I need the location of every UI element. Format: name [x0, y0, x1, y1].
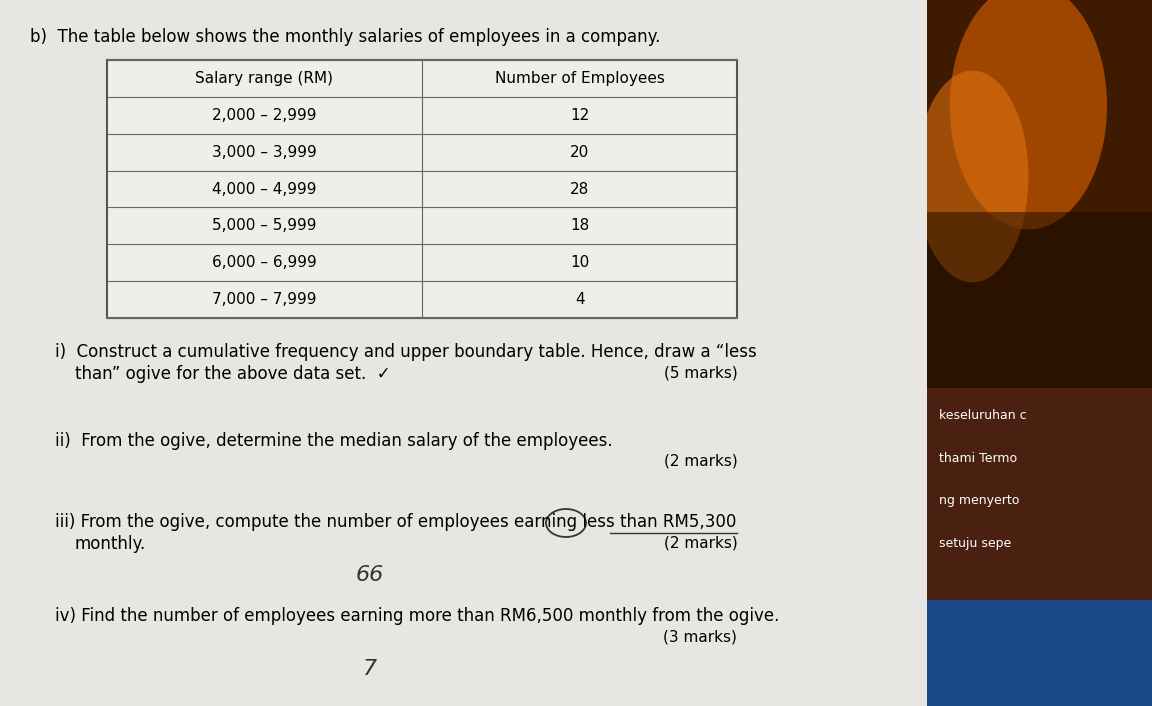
- Text: ng menyerto: ng menyerto: [939, 494, 1020, 507]
- Text: setuju sepe: setuju sepe: [939, 537, 1010, 549]
- Text: 6,000 – 6,999: 6,000 – 6,999: [212, 255, 317, 270]
- Text: Number of Employees: Number of Employees: [494, 71, 665, 86]
- Ellipse shape: [949, 0, 1107, 229]
- Text: (2 marks): (2 marks): [664, 454, 737, 469]
- Text: 2,000 – 2,999: 2,000 – 2,999: [212, 108, 317, 123]
- Bar: [107, 60, 737, 318]
- Bar: [927, 388, 1152, 600]
- Text: (5 marks): (5 marks): [664, 365, 737, 380]
- Text: 10: 10: [570, 255, 589, 270]
- Text: b)  The table below shows the monthly salaries of employees in a company.: b) The table below shows the monthly sal…: [30, 28, 660, 46]
- Text: (2 marks): (2 marks): [664, 535, 737, 550]
- Text: 5,000 – 5,999: 5,000 – 5,999: [212, 218, 317, 234]
- Bar: [927, 600, 1152, 706]
- Text: 4: 4: [575, 292, 584, 307]
- Text: iii) From the ogive, compute the number of employees earning less than RM5,300: iii) From the ogive, compute the number …: [55, 513, 736, 531]
- Text: 3,000 – 3,999: 3,000 – 3,999: [212, 145, 317, 160]
- Ellipse shape: [916, 71, 1029, 282]
- Text: than” ogive for the above data set.  ✓: than” ogive for the above data set. ✓: [75, 365, 391, 383]
- Text: 20: 20: [570, 145, 589, 160]
- Bar: [927, 0, 1152, 388]
- Text: thami Termo: thami Termo: [939, 452, 1017, 465]
- Text: 7,000 – 7,999: 7,000 – 7,999: [212, 292, 317, 307]
- Text: 7: 7: [363, 659, 377, 679]
- Text: monthly.: monthly.: [75, 535, 146, 553]
- Text: ii)  From the ogive, determine the median salary of the employees.: ii) From the ogive, determine the median…: [55, 432, 613, 450]
- Text: 18: 18: [570, 218, 589, 234]
- Text: keseluruhan c: keseluruhan c: [939, 409, 1026, 422]
- Text: Salary range (RM): Salary range (RM): [196, 71, 333, 86]
- Text: 12: 12: [570, 108, 589, 123]
- Text: 4,000 – 4,999: 4,000 – 4,999: [212, 181, 317, 196]
- Bar: [107, 60, 737, 318]
- Text: (3 marks): (3 marks): [664, 629, 737, 644]
- Text: iv) Find the number of employees earning more than RM6,500 monthly from the ogiv: iv) Find the number of employees earning…: [55, 607, 780, 625]
- Text: 28: 28: [570, 181, 589, 196]
- Bar: [927, 212, 1152, 388]
- Text: i)  Construct a cumulative frequency and upper boundary table. Hence, draw a “le: i) Construct a cumulative frequency and …: [55, 343, 757, 361]
- Text: 66: 66: [356, 565, 384, 585]
